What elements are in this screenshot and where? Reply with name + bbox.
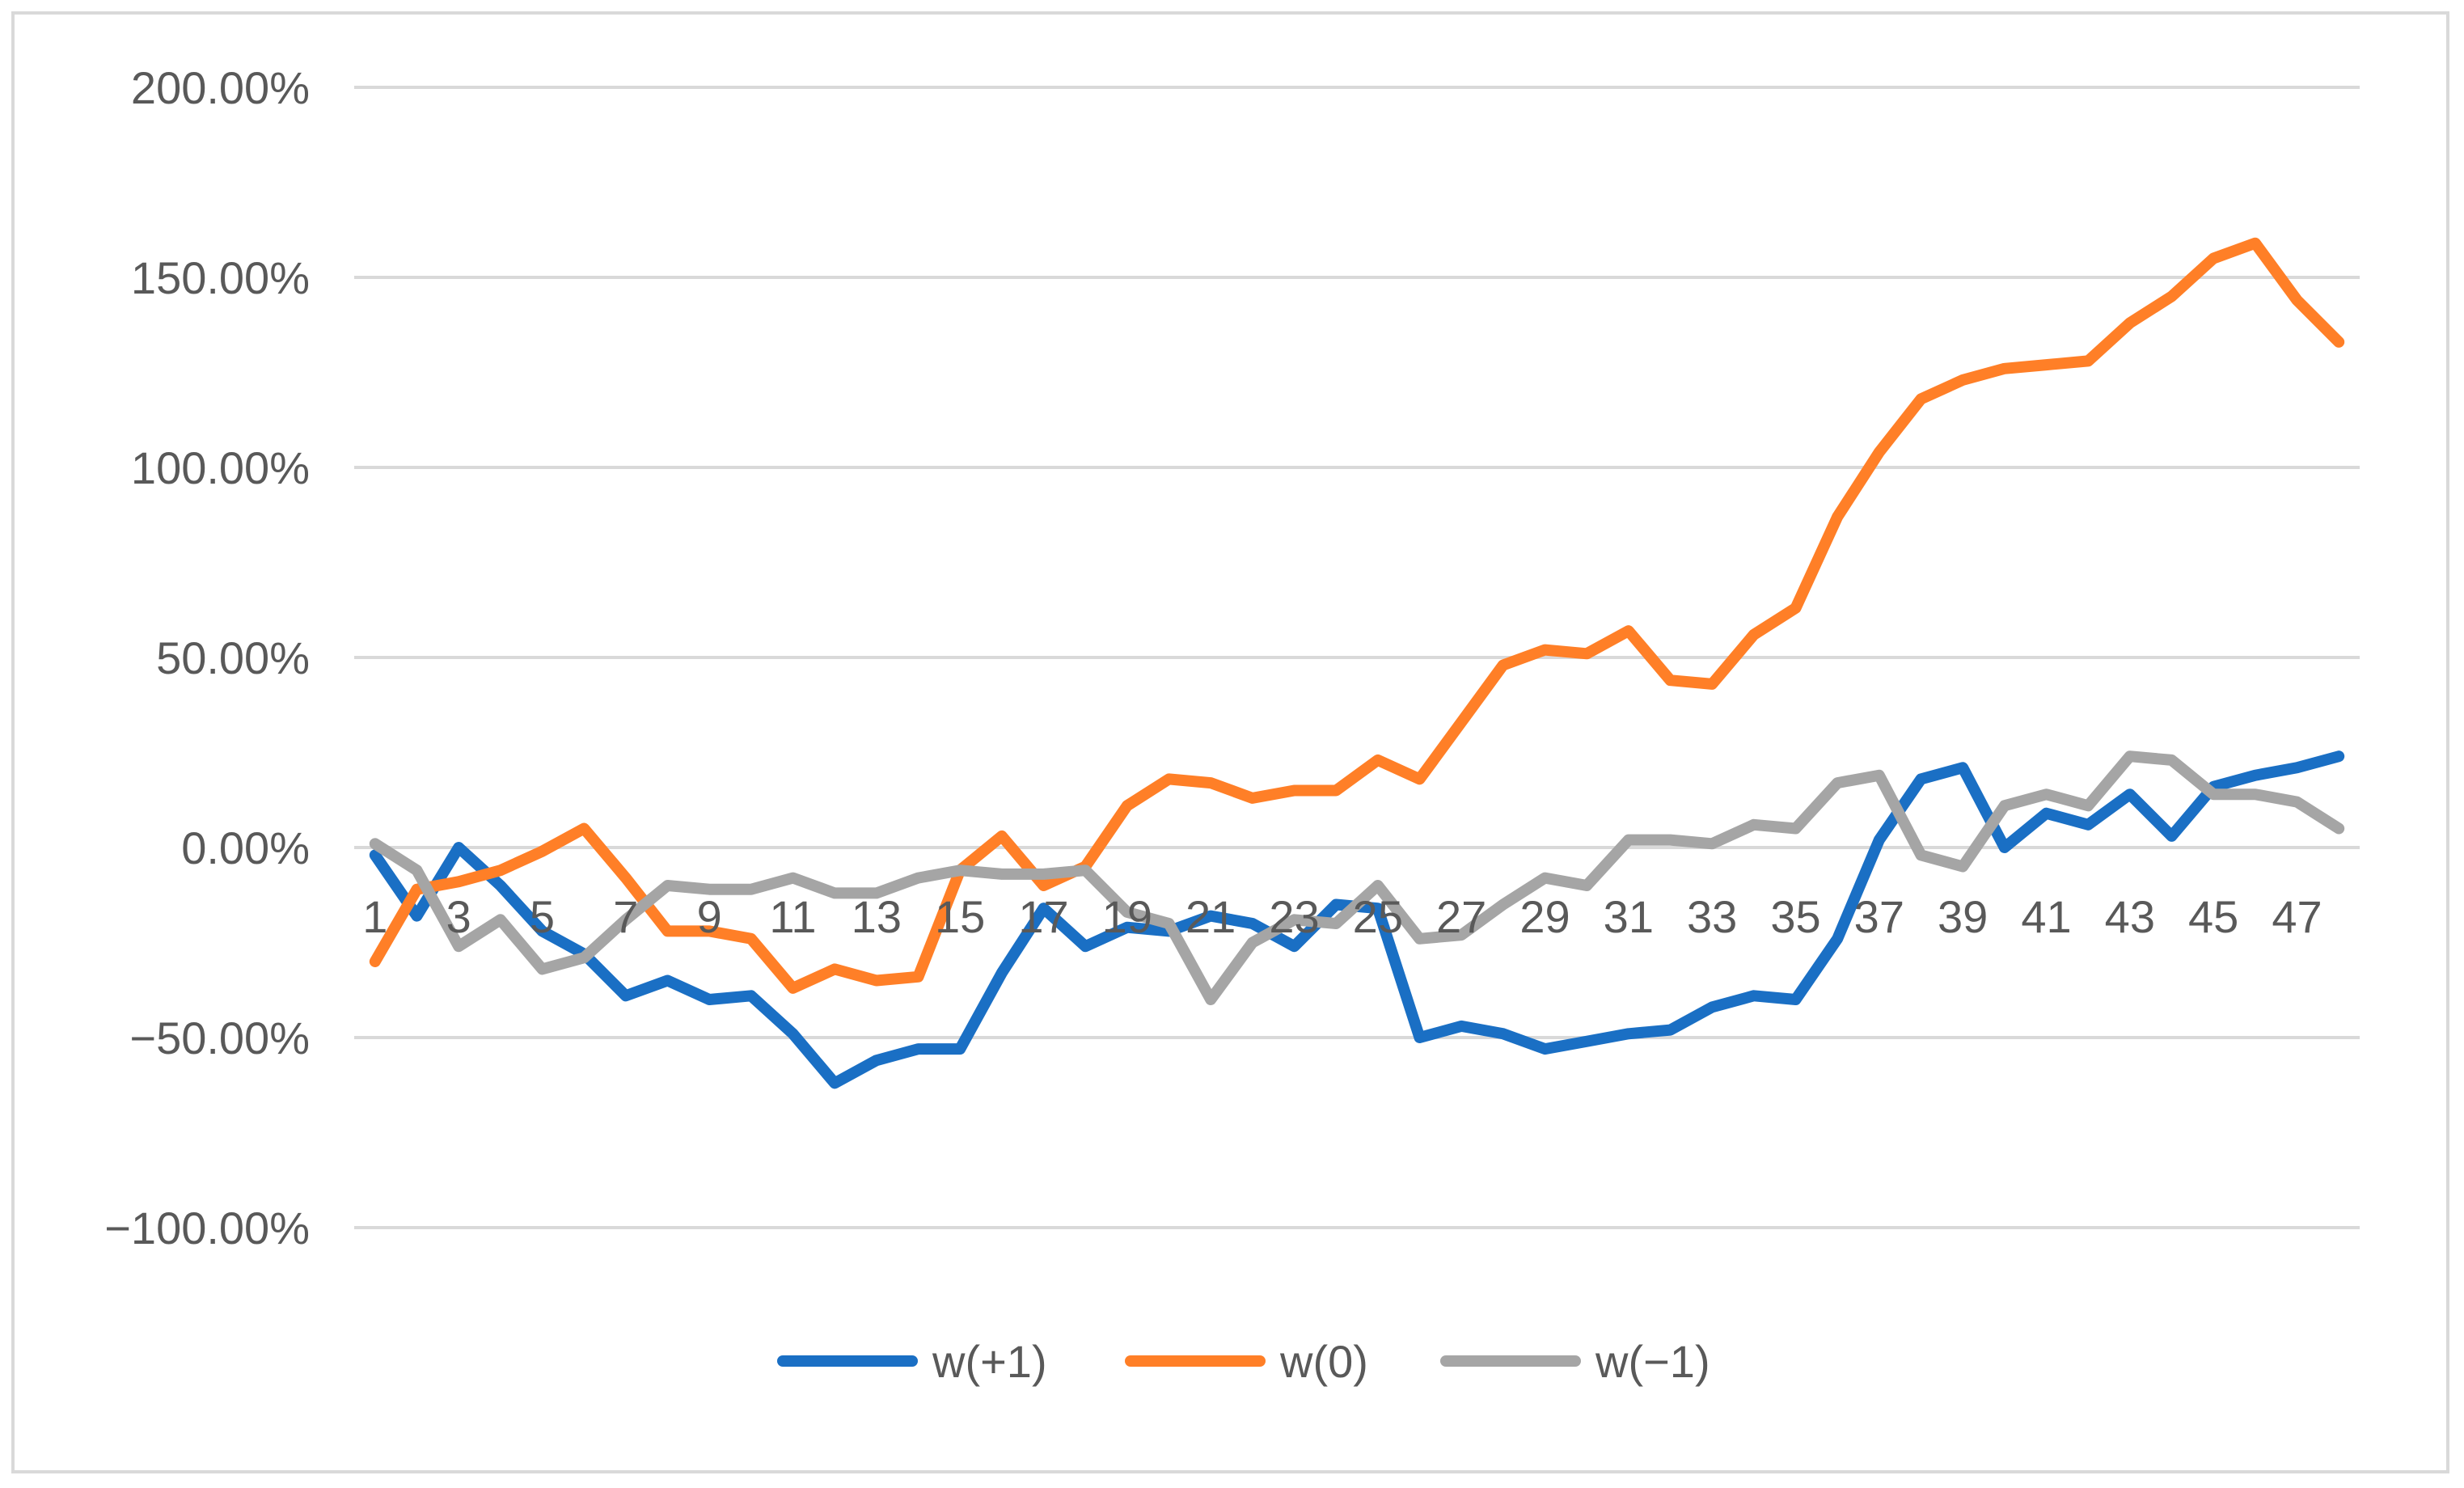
x-tick-label: 21 [1186, 891, 1236, 942]
x-tick-label: 41 [2021, 891, 2071, 942]
legend: w(+1) w(0) w(−1) [777, 1336, 1710, 1387]
x-tick-label: 3 [446, 891, 471, 942]
y-tick-label: 150.00% [131, 252, 310, 303]
chart-frame: 200.00% 150.00% 100.00% 50.00% 0.00% −50.00% −… [11, 11, 2449, 1473]
series-line-2 [369, 750, 2345, 1005]
legend-label-2: w(−1) [1595, 1336, 1710, 1387]
y-tick-label: 0.00% [181, 822, 310, 873]
x-tick-label: 13 [852, 891, 902, 942]
y-axis-tick-labels: 200.00% 150.00% 100.00% 50.00% 0.00% −50.00% −… [104, 62, 310, 1253]
x-tick-label: 39 [1938, 891, 1988, 942]
x-tick-label: 31 [1604, 891, 1654, 942]
x-tick-label: 23 [1269, 891, 1319, 942]
x-tick-label: 19 [1102, 891, 1152, 942]
x-tick-label: 27 [1436, 891, 1486, 942]
x-tick-label: 15 [935, 891, 985, 942]
y-tick-label: −100.00% [104, 1203, 310, 1253]
x-tick-label: 11 [769, 891, 816, 942]
y-tick-label: −50.00% [129, 1012, 310, 1063]
x-tick-label: 45 [2188, 891, 2238, 942]
legend-label-1: w(0) [1279, 1336, 1368, 1387]
series-line-1 [369, 237, 2345, 994]
x-tick-label: 9 [697, 891, 722, 942]
x-tick-label: 33 [1687, 891, 1737, 942]
line-chart: 200.00% 150.00% 100.00% 50.00% 0.00% −50.00% −… [104, 62, 2360, 1387]
legend-label-0: w(+1) [932, 1336, 1047, 1387]
x-axis-tick-labels: 1 3 5 7 9 11 13 15 17 19 21 23 25 27 29 31 33 35 37 39 41 43 4… [362, 891, 2322, 942]
y-tick-label: 100.00% [131, 442, 310, 493]
x-tick-label: 1 [362, 891, 387, 942]
x-tick-label: 29 [1519, 891, 1570, 942]
gridlines [354, 86, 2360, 1229]
y-tick-label: 50.00% [156, 632, 310, 683]
x-tick-label: 25 [1353, 891, 1403, 942]
x-tick-label: 47 [2272, 891, 2322, 942]
x-tick-label: 35 [1770, 891, 1820, 942]
series-lines [369, 237, 2345, 1089]
x-tick-label: 37 [1854, 891, 1904, 942]
x-tick-label: 17 [1018, 891, 1068, 942]
x-tick-label: 5 [530, 891, 555, 942]
x-tick-label: 7 [613, 891, 638, 942]
x-tick-label: 43 [2105, 891, 2155, 942]
y-tick-label: 200.00% [131, 62, 310, 113]
